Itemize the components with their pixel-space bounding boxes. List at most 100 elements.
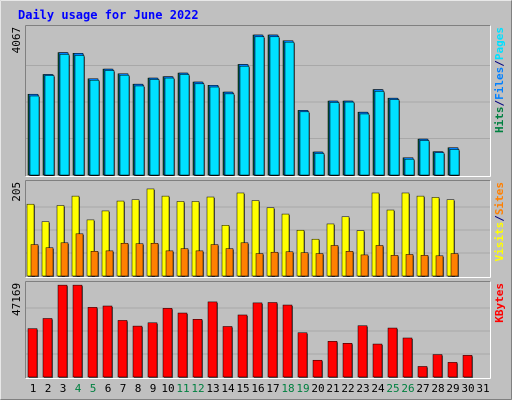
bar-visits-day-9: [146, 188, 155, 277]
bar-visits-day-26: [401, 192, 410, 277]
x-tick-label-day-31: 31: [476, 382, 489, 395]
bar-kbytes-day-28: [432, 354, 443, 378]
legend-entry: /: [493, 100, 506, 107]
bar-pages-day-8: [134, 85, 145, 176]
bar-visits-day-1: [26, 203, 35, 277]
x-axis-labels: 1 2 3 4 5 6 7 8 9 10 11 12 13 14 15 16 17 18 19 20 21 22 23 24 2…: [30, 382, 490, 395]
bar-sites-day-8: [135, 243, 144, 277]
bar-kbytes-day-19: [297, 332, 308, 378]
x-tick-label-day-17: 17: [266, 382, 279, 395]
bar-visits-day-25: [386, 209, 395, 277]
bar-sites-day-19: [300, 252, 309, 277]
bar-pages-day-7: [119, 74, 130, 176]
chart-title: Daily usage for June 2022: [18, 8, 199, 22]
x-tick-label-day-7: 7: [120, 382, 127, 395]
bar-sites-day-24: [375, 245, 384, 277]
bar-visits-day-13: [206, 196, 215, 277]
bar-visits-day-17: [266, 207, 275, 277]
bar-kbytes-day-22: [342, 343, 353, 378]
bar-pages-day-12: [194, 83, 205, 176]
bar-pages-day-3: [59, 54, 70, 176]
bar-kbytes-day-25: [387, 327, 398, 378]
bar-pages-day-15: [239, 65, 250, 176]
x-tick-label-day-8: 8: [135, 382, 142, 395]
y-max-label: 47169: [10, 283, 23, 316]
bar-pages-day-11: [179, 74, 190, 176]
bar-pages-day-17: [269, 36, 280, 177]
bar-pages-day-6: [104, 70, 115, 176]
bar-sites-day-9: [150, 242, 159, 277]
legend-entry: Sites: [493, 182, 506, 215]
x-tick-label-day-28: 28: [431, 382, 444, 395]
x-tick-label-day-6: 6: [105, 382, 112, 395]
bar-kbytes-day-11: [177, 312, 188, 378]
bar-kbytes-day-10: [162, 308, 173, 378]
bar-sites-day-2: [45, 247, 54, 277]
bar-sites-day-1: [30, 244, 39, 277]
bar-pages-day-23: [359, 113, 370, 176]
bar-kbytes-day-6: [102, 305, 113, 378]
x-tick-label-day-10: 10: [161, 382, 174, 395]
bar-kbytes-day-21: [327, 341, 338, 378]
bar-visits-day-23: [356, 230, 365, 277]
bar-sites-day-6: [105, 250, 114, 277]
bar-sites-day-18: [285, 251, 294, 277]
bar-kbytes-day-15: [237, 314, 248, 378]
bar-kbytes-day-29: [447, 362, 458, 378]
bar-sites-day-4: [75, 233, 84, 277]
bar-sites-day-23: [360, 254, 369, 277]
bar-kbytes-day-13: [207, 301, 218, 378]
bar-pages-day-27: [419, 140, 430, 176]
bar-sites-day-26: [405, 254, 414, 277]
bar-kbytes-day-20: [312, 359, 323, 378]
x-tick-label-day-15: 15: [236, 382, 249, 395]
bar-visits-day-28: [431, 197, 440, 277]
bar-kbytes-day-2: [42, 318, 53, 378]
bar-kbytes-day-24: [372, 343, 383, 378]
bar-pages-day-26: [404, 158, 415, 176]
bar-visits-day-16: [251, 200, 260, 277]
bar-visits-day-6: [101, 210, 110, 277]
bar-sites-day-10: [165, 250, 174, 277]
x-tick-label-day-25: 25: [386, 382, 399, 395]
bar-sites-day-13: [210, 244, 219, 277]
x-tick-label-day-30: 30: [461, 382, 474, 395]
bar-kbytes-day-16: [252, 302, 263, 378]
bar-pages-day-21: [329, 102, 340, 176]
bar-pages-day-13: [209, 86, 220, 176]
bar-kbytes-day-30: [462, 355, 473, 378]
x-tick-label-day-4: 4: [75, 382, 82, 395]
bar-visits-day-3: [56, 205, 65, 277]
x-tick-label-day-2: 2: [45, 382, 52, 395]
bar-kbytes-day-8: [132, 325, 143, 378]
x-tick-label-day-29: 29: [446, 382, 459, 395]
x-tick-label-day-21: 21: [326, 382, 339, 395]
bar-sites-day-15: [240, 242, 249, 277]
bar-visits-day-12: [191, 201, 200, 277]
legend-entry: Files: [493, 67, 506, 100]
bar-visits-day-27: [416, 195, 425, 277]
x-tick-label-day-9: 9: [150, 382, 157, 395]
legend-entry: /: [493, 215, 506, 222]
panels-layer: 4067Hits/Files/Pages205Visits/Sites47169…: [10, 25, 506, 379]
x-tick-label-day-24: 24: [371, 382, 385, 395]
bar-visits-day-15: [236, 192, 245, 277]
bar-visits-day-22: [341, 216, 350, 277]
bar-visits-day-10: [161, 195, 170, 277]
bar-sites-day-16: [255, 253, 264, 277]
x-tick-label-day-12: 12: [191, 382, 204, 395]
bar-sites-day-29: [450, 253, 459, 277]
bar-visits-day-11: [176, 201, 185, 277]
bar-pages-day-10: [164, 77, 175, 176]
bar-kbytes-day-4: [72, 284, 83, 378]
panel-sites-visits: 205 Visits/Sites: [10, 180, 506, 278]
bar-pages-day-2: [44, 75, 55, 176]
bar-visits-day-5: [86, 219, 95, 277]
x-tick-label-day-27: 27: [416, 382, 429, 395]
bar-pages-day-5: [89, 79, 100, 176]
bar-kbytes-day-9: [147, 322, 158, 378]
bar-pages-day-24: [374, 91, 385, 176]
bar-pages-day-22: [344, 101, 355, 176]
bar-visits-day-29: [446, 199, 455, 277]
